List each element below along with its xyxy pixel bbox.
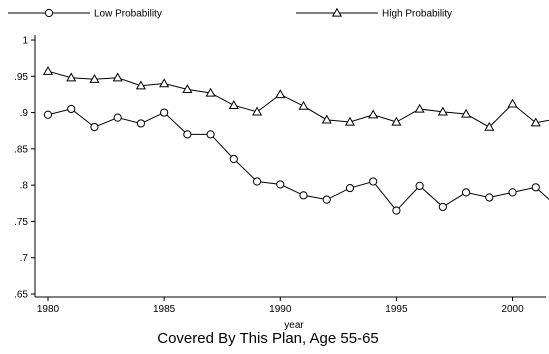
data-point-low-probability — [392, 206, 401, 215]
data-point-high-probability — [66, 72, 77, 82]
axes: .65 .7 .75 .8 .85 .9 .95 1 1980 1985 1990 1995 2000 — [14, 35, 546, 315]
plot-series — [42, 65, 549, 215]
data-point-high-probability — [205, 87, 216, 97]
data-point-high-probability — [135, 80, 146, 90]
y-tick-label: 1 — [22, 36, 28, 47]
data-point-high-probability — [89, 73, 100, 83]
y-tick-label: .95 — [14, 72, 28, 83]
data-point-high-probability — [344, 116, 356, 126]
data-point-low-probability — [90, 122, 99, 132]
x-tick-label: 1985 — [153, 304, 176, 315]
y-tick-label: .85 — [14, 144, 28, 155]
data-point-high-probability — [484, 121, 495, 131]
data-point-high-probability — [368, 109, 379, 119]
legend: Low Probability High Probability — [8, 7, 452, 20]
data-point-low-probability — [160, 108, 169, 117]
data-point-high-probability — [159, 78, 170, 88]
x-tick-label: 1990 — [269, 304, 292, 315]
data-point-high-probability — [251, 106, 263, 116]
data-point-high-probability — [461, 108, 472, 118]
data-point-low-probability — [322, 195, 331, 204]
data-point-low-probability — [43, 110, 53, 119]
data-point-low-probability — [276, 180, 285, 189]
data-point-low-probability — [461, 188, 471, 197]
data-point-high-probability — [298, 100, 309, 110]
data-point-high-probability — [228, 100, 239, 109]
data-point-low-probability — [229, 154, 238, 164]
data-point-high-probability — [112, 72, 123, 82]
data-point-low-probability — [136, 119, 146, 128]
data-point-high-probability — [530, 117, 541, 127]
data-point-low-probability — [183, 130, 192, 139]
data-point-high-probability — [321, 114, 332, 124]
x-tick-label: 1995 — [385, 304, 408, 315]
data-point-low-probability — [67, 104, 76, 114]
data-point-low-probability — [508, 188, 517, 197]
data-point-low-probability — [485, 193, 494, 202]
legend-marker — [331, 7, 343, 17]
data-point-low-probability — [415, 181, 424, 190]
x-tick-label: 2000 — [501, 304, 524, 315]
series-low-probability — [43, 104, 549, 215]
data-point-high-probability — [391, 116, 402, 126]
data-point-low-probability — [299, 191, 308, 200]
data-point-low-probability — [252, 177, 262, 186]
y-tick-label: .75 — [14, 217, 28, 228]
data-point-low-probability — [531, 183, 540, 192]
data-point-high-probability — [275, 89, 286, 99]
data-point-low-probability — [438, 202, 447, 212]
data-point-high-probability — [507, 98, 518, 108]
series-line-low-probability — [47, 108, 549, 212]
y-tick-label: .8 — [20, 181, 29, 192]
x-axis-label: year — [284, 320, 304, 331]
legend-item-low-probability: Low Probability — [8, 9, 162, 20]
y-tick-label: .65 — [14, 290, 28, 301]
legend-marker — [44, 8, 54, 18]
data-point-high-probability — [414, 103, 425, 113]
data-point-low-probability — [369, 177, 378, 186]
legend-label: Low Probability — [94, 9, 162, 20]
legend-label: High Probability — [382, 9, 452, 20]
chart-caption: Covered By This Plan, Age 55-65 — [157, 330, 379, 347]
y-tick-label: .7 — [20, 253, 29, 264]
data-point-high-probability — [42, 65, 54, 75]
data-point-low-probability — [113, 113, 122, 122]
series-high-probability — [42, 65, 549, 131]
data-point-low-probability — [345, 183, 355, 193]
data-point-high-probability — [437, 106, 448, 116]
legend-item-high-probability: High Probability — [296, 7, 452, 20]
data-point-low-probability — [206, 130, 215, 139]
x-tick-label: 1980 — [37, 304, 60, 315]
data-point-high-probability — [182, 84, 193, 93]
y-tick-label: .9 — [20, 108, 29, 119]
